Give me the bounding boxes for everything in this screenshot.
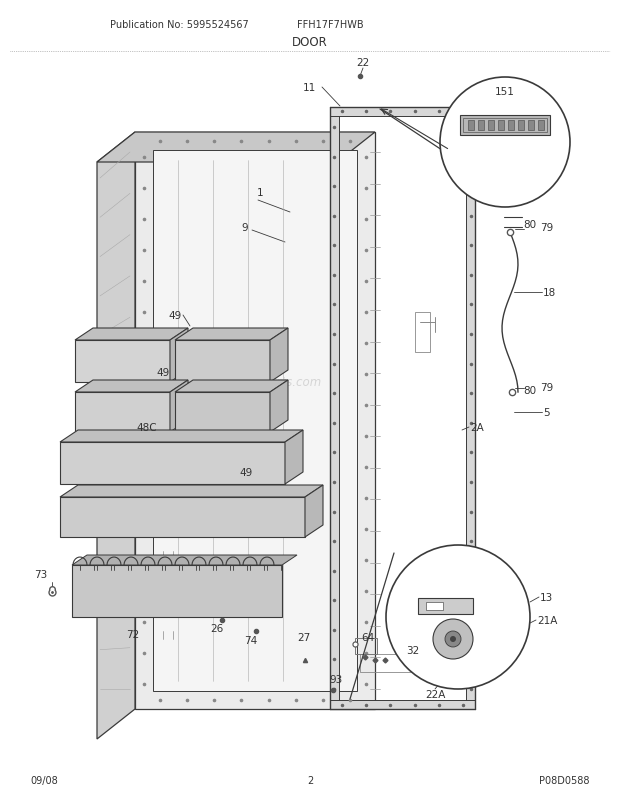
Text: 2A: 2A bbox=[470, 423, 484, 432]
Polygon shape bbox=[60, 431, 303, 443]
Polygon shape bbox=[97, 133, 375, 163]
Polygon shape bbox=[330, 700, 475, 709]
Polygon shape bbox=[478, 121, 484, 131]
Polygon shape bbox=[72, 555, 297, 565]
Polygon shape bbox=[135, 133, 375, 709]
Polygon shape bbox=[418, 598, 473, 614]
Text: 9: 9 bbox=[242, 223, 249, 233]
Text: 11: 11 bbox=[303, 83, 316, 93]
Circle shape bbox=[440, 78, 570, 208]
Polygon shape bbox=[270, 380, 288, 432]
Text: 80: 80 bbox=[523, 386, 536, 395]
Polygon shape bbox=[170, 380, 188, 432]
Polygon shape bbox=[508, 121, 514, 131]
Polygon shape bbox=[528, 121, 534, 131]
Polygon shape bbox=[153, 151, 357, 691]
Polygon shape bbox=[60, 485, 323, 497]
Polygon shape bbox=[270, 329, 288, 383]
Polygon shape bbox=[426, 602, 443, 610]
Polygon shape bbox=[175, 392, 270, 432]
Polygon shape bbox=[488, 121, 494, 131]
Polygon shape bbox=[97, 133, 135, 739]
Polygon shape bbox=[305, 485, 323, 537]
Polygon shape bbox=[460, 115, 550, 136]
Polygon shape bbox=[538, 121, 544, 131]
Polygon shape bbox=[75, 392, 170, 432]
Text: 22A: 22A bbox=[425, 689, 445, 699]
Polygon shape bbox=[285, 431, 303, 484]
Text: 21A: 21A bbox=[537, 615, 557, 626]
Text: 49: 49 bbox=[239, 468, 252, 477]
Circle shape bbox=[433, 619, 473, 659]
Text: DOOR: DOOR bbox=[292, 35, 328, 48]
Text: 80: 80 bbox=[523, 220, 536, 229]
Polygon shape bbox=[330, 107, 475, 117]
Text: 1: 1 bbox=[257, 188, 264, 198]
Text: 26: 26 bbox=[210, 623, 224, 634]
Text: 32: 32 bbox=[406, 645, 420, 655]
Text: Publication No: 5995524567: Publication No: 5995524567 bbox=[110, 20, 249, 30]
Text: 93: 93 bbox=[329, 674, 343, 684]
Text: 49: 49 bbox=[169, 310, 182, 321]
Text: 22: 22 bbox=[356, 58, 370, 68]
Text: 48C: 48C bbox=[136, 423, 157, 432]
Text: 64: 64 bbox=[361, 632, 374, 642]
Polygon shape bbox=[518, 121, 524, 131]
Polygon shape bbox=[170, 329, 188, 383]
Polygon shape bbox=[75, 329, 188, 341]
Text: eReplacementParts.com: eReplacementParts.com bbox=[178, 376, 322, 389]
Text: P08D0588: P08D0588 bbox=[539, 775, 590, 785]
Text: 13: 13 bbox=[540, 592, 553, 602]
Polygon shape bbox=[330, 107, 339, 709]
Text: 18: 18 bbox=[543, 288, 556, 298]
Text: 79: 79 bbox=[540, 383, 553, 392]
Polygon shape bbox=[175, 380, 288, 392]
Text: 73: 73 bbox=[33, 569, 47, 579]
Text: 151: 151 bbox=[495, 87, 515, 97]
Circle shape bbox=[445, 631, 461, 647]
Polygon shape bbox=[60, 497, 305, 537]
Text: 09/08: 09/08 bbox=[30, 775, 58, 785]
Polygon shape bbox=[75, 380, 188, 392]
Polygon shape bbox=[60, 443, 285, 484]
Text: 49: 49 bbox=[157, 367, 170, 378]
Polygon shape bbox=[72, 565, 282, 618]
Circle shape bbox=[386, 545, 530, 689]
Polygon shape bbox=[175, 329, 288, 341]
Polygon shape bbox=[468, 121, 474, 131]
Text: 5: 5 bbox=[543, 407, 549, 418]
Text: FFH17F7HWB: FFH17F7HWB bbox=[297, 20, 363, 30]
Polygon shape bbox=[498, 121, 504, 131]
Text: 72: 72 bbox=[126, 630, 140, 639]
Polygon shape bbox=[466, 107, 475, 709]
Polygon shape bbox=[175, 341, 270, 383]
Polygon shape bbox=[75, 341, 170, 383]
Text: 79: 79 bbox=[540, 223, 553, 233]
Text: 74: 74 bbox=[244, 635, 258, 645]
Text: 2: 2 bbox=[307, 775, 313, 785]
Text: 27: 27 bbox=[298, 632, 311, 642]
Circle shape bbox=[450, 636, 456, 642]
